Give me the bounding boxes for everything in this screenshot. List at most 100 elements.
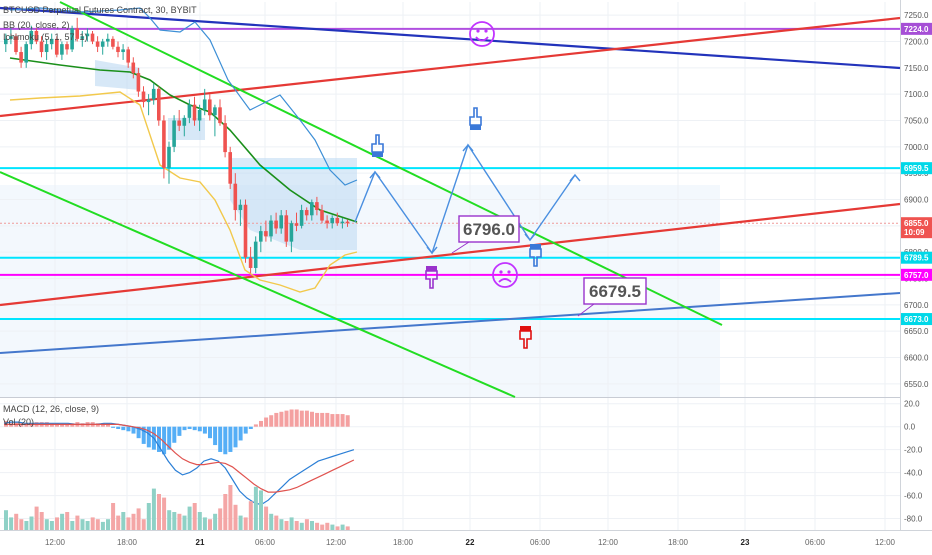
candle-body (284, 215, 289, 242)
macd-bar (299, 410, 304, 427)
macd-bar (116, 426, 121, 429)
price-badge-label: 6789.5 (904, 254, 929, 263)
candle-body (320, 210, 324, 221)
candle-body (208, 99, 212, 116)
price-annotation: 6679.5 (577, 277, 647, 317)
price-badge-label: 6673.0 (904, 315, 929, 324)
candle-body (264, 231, 268, 237)
candle-body (182, 117, 187, 126)
macd-tick-label: -80.0 (904, 515, 923, 524)
macd-bar (294, 409, 299, 427)
face-eye (484, 29, 488, 33)
macd-tick-label: 20.0 (904, 400, 920, 409)
bollinger-upper (9, 7, 358, 186)
macd-bar (60, 424, 65, 427)
price-badge (901, 162, 932, 175)
macd-bar (264, 417, 269, 427)
volume-bar (274, 515, 279, 530)
macd-bar (310, 411, 314, 427)
volume-bar (294, 521, 299, 530)
volume-bar (310, 521, 314, 530)
candle-body (29, 30, 34, 45)
volume-bar (80, 519, 85, 530)
arrow-head (569, 173, 581, 182)
candle-body (345, 221, 350, 224)
macd-bar (340, 414, 345, 427)
macd-bar (238, 426, 243, 441)
price-badge (901, 226, 932, 239)
candle-body (315, 202, 319, 211)
macd-tick-label: -20.0 (904, 446, 923, 455)
macd-bar (259, 420, 263, 427)
face-eye (499, 270, 503, 274)
price-badge (901, 268, 932, 281)
macd-tick-label: -60.0 (904, 492, 923, 501)
ichimoku-lagging-span (9, 91, 358, 293)
candle-body (136, 73, 141, 92)
volume-bar (279, 519, 284, 530)
volume-bar (9, 517, 14, 530)
candle-body (325, 220, 329, 224)
chart-title: BTCUSD Perpetual Futures Contract, 30, B… (3, 5, 197, 15)
candle-body (274, 220, 278, 229)
sad-face-icon (492, 262, 518, 288)
candle-body (60, 44, 64, 55)
macd-line (3, 421, 355, 506)
macd-bar (65, 424, 70, 427)
macd-bar (136, 426, 141, 439)
macd-bar (284, 410, 289, 427)
volume-bar (29, 516, 34, 530)
face-eye (507, 270, 511, 274)
volume-bar (111, 503, 116, 530)
hand-cuff (520, 326, 531, 331)
y-tick-label: 6550.0 (904, 380, 929, 389)
candle-body (34, 30, 39, 42)
candle-body (187, 104, 192, 118)
candle-body (126, 49, 130, 63)
candle-body (167, 146, 171, 168)
arrow-head (524, 233, 536, 242)
volume-bar (289, 517, 294, 530)
macd-bar (146, 426, 151, 448)
volume-bar (213, 513, 218, 530)
macd-bar (121, 426, 126, 431)
volume-bar (192, 503, 197, 530)
candle-body (24, 44, 28, 63)
candle-body (100, 41, 105, 47)
macd-bar (167, 426, 172, 450)
candle-body (223, 123, 227, 153)
volume-bar (126, 517, 131, 530)
candle-body (55, 38, 59, 55)
candle-body (146, 99, 151, 103)
price-badge (901, 313, 932, 326)
candle-body (121, 49, 125, 53)
volume-bar (116, 515, 121, 530)
x-tick-label: 12:00 (45, 538, 66, 547)
macd-bar (228, 426, 233, 452)
macd-bar (197, 426, 202, 432)
candle-body (65, 44, 69, 50)
annotation-box (458, 215, 520, 243)
candle-body (111, 38, 115, 47)
x-tick-label: 06:00 (805, 538, 826, 547)
candle-body (44, 44, 49, 53)
candle-body (330, 217, 334, 224)
y-tick-label: 6600.0 (904, 354, 929, 363)
ichimoku-cloud (230, 158, 357, 250)
x-tick-label: 06:00 (255, 538, 276, 547)
candle-body (335, 217, 340, 224)
volume-bar (325, 522, 330, 530)
candle-body (233, 183, 238, 211)
macd-bar (243, 426, 248, 434)
candle-body (85, 33, 90, 37)
pointing-hand-icon (371, 134, 384, 157)
annotation-label: 6679.5 (589, 282, 641, 301)
macd-tick-label: -40.0 (904, 469, 923, 478)
volume-bar (182, 515, 187, 530)
volume-bar (299, 522, 304, 530)
macd-bar (233, 426, 238, 448)
macd-bar (304, 410, 309, 427)
y-tick-label: 6650.0 (904, 327, 929, 336)
annotation-leader (451, 241, 470, 254)
